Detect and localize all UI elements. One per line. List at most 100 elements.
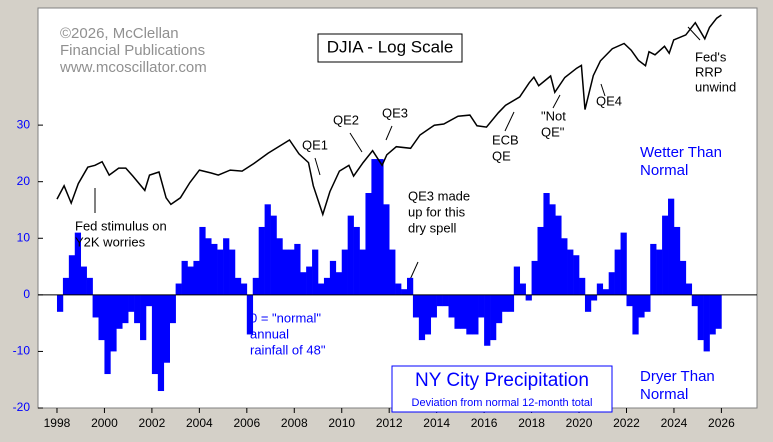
bar	[395, 283, 402, 295]
bar	[140, 294, 147, 341]
x-tick-label: 2026	[708, 416, 735, 430]
bar	[662, 215, 669, 295]
annotation: Fed stimulus on	[75, 218, 167, 233]
bar	[608, 272, 615, 295]
djia-line	[56, 14, 722, 217]
bar	[116, 294, 123, 329]
bar	[353, 226, 360, 295]
bar	[282, 249, 289, 295]
bar	[644, 294, 651, 312]
annotation: dry spell	[408, 220, 457, 235]
x-tick-label: 2000	[91, 416, 118, 430]
x-tick-label: 2012	[376, 416, 403, 430]
pointers	[94, 26, 701, 285]
y-tick-label: 10	[17, 230, 31, 244]
bar	[56, 294, 64, 312]
annotation: Dryer Than	[640, 368, 715, 385]
bar	[98, 294, 105, 341]
bar	[104, 294, 111, 375]
bar	[709, 294, 716, 335]
x-tick-label: 2018	[518, 416, 545, 430]
bar	[472, 294, 479, 335]
bar	[401, 289, 408, 295]
bar	[430, 294, 437, 318]
annotation: www.mcoscillator.com	[59, 59, 207, 76]
bar	[252, 277, 259, 295]
y-tick-label: 30	[17, 117, 31, 131]
bar	[122, 294, 129, 324]
bar	[703, 294, 710, 352]
bar	[436, 294, 443, 307]
bar	[323, 277, 331, 295]
annotation: QE2	[333, 112, 359, 127]
annotation: rainfall of 48"	[250, 342, 326, 357]
bar	[347, 215, 354, 295]
bar	[590, 294, 598, 301]
bar	[68, 255, 76, 295]
bar	[341, 249, 348, 295]
y-tick-label: -20	[13, 400, 31, 414]
bar	[406, 277, 414, 295]
x-tick-label: 2010	[328, 416, 355, 430]
bar	[151, 294, 159, 375]
bar	[300, 272, 307, 295]
x-tick-label: 2006	[233, 416, 260, 430]
bar	[448, 294, 455, 318]
bar	[211, 243, 218, 295]
bar	[199, 226, 206, 295]
bar	[163, 294, 170, 363]
annotation: QE3 made	[408, 188, 470, 203]
bar	[418, 294, 426, 341]
bar	[685, 283, 693, 295]
bar	[620, 232, 627, 295]
bar	[128, 294, 135, 312]
annotation: QE4	[596, 93, 622, 108]
bar-subtitle: Deviation from normal 12-month total	[412, 397, 593, 409]
bar	[673, 226, 681, 295]
bar	[234, 277, 242, 295]
bar	[312, 249, 319, 295]
bar	[335, 272, 343, 295]
annotation: annual	[250, 326, 289, 341]
bar	[501, 294, 509, 312]
x-tick-label: 2024	[661, 416, 688, 430]
annotation: "Not	[541, 108, 566, 123]
bar	[229, 249, 236, 295]
subtitle-box	[391, 365, 613, 413]
bar	[288, 249, 295, 295]
bar	[246, 294, 254, 335]
bar	[157, 294, 165, 392]
bar	[650, 243, 657, 295]
annotation: Wetter Than	[640, 144, 722, 161]
bar	[276, 238, 283, 295]
annotation: 0 = "normal"	[250, 310, 321, 325]
annotation: ECB	[492, 132, 519, 147]
bar	[145, 294, 153, 307]
bar	[460, 294, 467, 329]
y-tick-label: 0	[23, 287, 30, 301]
bar	[318, 283, 325, 295]
bar	[86, 277, 93, 295]
bar	[329, 260, 337, 295]
bar	[412, 294, 420, 318]
bar	[495, 294, 503, 324]
bar	[638, 294, 645, 318]
bar	[537, 226, 544, 295]
bar	[377, 159, 384, 295]
y-tick-label: -10	[13, 344, 31, 358]
annotation: QE"	[541, 124, 565, 139]
x-tick-label: 2008	[281, 416, 308, 430]
bar	[668, 198, 675, 295]
bar	[573, 255, 580, 295]
annotation: Normal	[640, 162, 688, 179]
bar	[614, 249, 621, 295]
annotation: QE3	[382, 105, 408, 120]
bar	[383, 204, 390, 295]
bar	[691, 294, 698, 307]
bar	[579, 277, 586, 295]
bar	[584, 294, 592, 312]
bar	[306, 266, 313, 295]
y-tick-label: 20	[17, 174, 31, 188]
